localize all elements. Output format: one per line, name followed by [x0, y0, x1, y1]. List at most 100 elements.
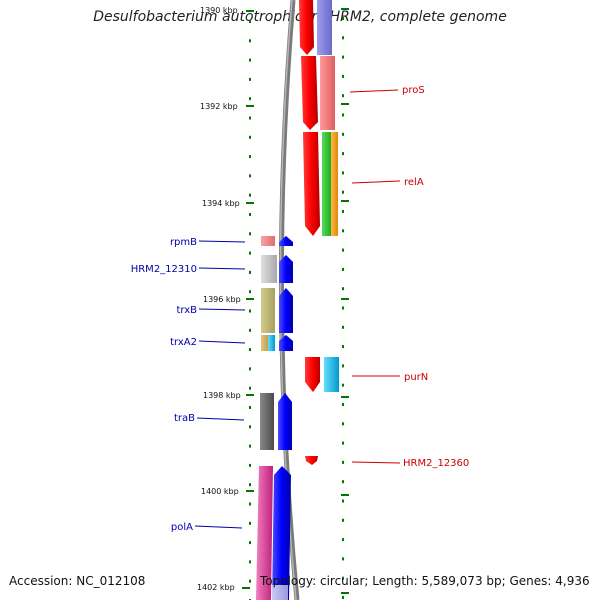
minor-tick [342, 538, 344, 542]
leader-rela [351, 180, 401, 184]
minor-tick [342, 403, 344, 406]
minor-tick [249, 444, 251, 448]
minor-tick [249, 579, 251, 583]
minor-tick [342, 460, 344, 464]
label-pola: polA [171, 522, 193, 533]
minor-tick [342, 364, 344, 368]
gene-blue-hrm2-12310 [279, 255, 293, 283]
leader-hrm2-12310 [198, 267, 246, 270]
label-rpmb: rpmB [170, 237, 197, 248]
gene-orange-rela [331, 132, 338, 236]
major-tick [341, 298, 349, 300]
minor-tick [342, 441, 344, 445]
minor-tick [342, 518, 344, 522]
gene-gray-hrm2-12310 [261, 255, 277, 283]
minor-tick [249, 309, 251, 313]
minor-tick [342, 576, 344, 580]
minor-tick [249, 483, 251, 487]
minor-tick [249, 541, 251, 545]
gene-blue-trxb [279, 288, 293, 333]
minor-tick [342, 248, 344, 252]
accession-text: Accession: NC_012108 [9, 574, 146, 588]
gene-blue-pola [272, 466, 291, 600]
minor-tick [342, 480, 344, 484]
leader-hrm2-12360 [351, 461, 401, 464]
minor-tick [249, 39, 251, 43]
leader-trxa2 [198, 340, 246, 344]
minor-tick [342, 345, 344, 349]
gene-blue-rpmb [279, 236, 293, 246]
leader-rpmb [198, 240, 246, 243]
minor-tick [342, 499, 344, 503]
minor-tick [249, 135, 251, 139]
minor-tick [249, 406, 251, 409]
major-tick [341, 200, 349, 202]
minor-tick [249, 290, 251, 294]
minor-tick [249, 174, 251, 178]
minor-tick [249, 155, 251, 159]
gene-cyan-trxa2 [268, 335, 275, 351]
minor-tick [249, 348, 251, 352]
minor-tick [249, 270, 251, 274]
tick-label-1392: 1392 kbp [200, 102, 238, 111]
minor-tick [342, 55, 344, 59]
minor-tick [249, 502, 251, 506]
minor-tick [249, 213, 251, 216]
minor-tick [342, 267, 344, 271]
gene-green-rela [322, 132, 331, 236]
minor-tick [249, 425, 251, 429]
minor-tick [342, 17, 344, 20]
minor-tick [342, 94, 344, 98]
gene-salmon-pros [320, 56, 335, 130]
gene-red-small [305, 456, 318, 465]
tick-label-1400: 1400 kbp [201, 487, 239, 496]
minor-tick [342, 152, 344, 156]
leader-pros [349, 89, 399, 93]
major-tick [341, 103, 349, 105]
gene-blue-trab [278, 393, 292, 450]
outer-ticks [341, 8, 349, 599]
leader-pola [194, 525, 243, 529]
minor-tick [342, 325, 344, 329]
gene-pink-pola [256, 466, 273, 600]
gene-olive-trxb [261, 288, 275, 333]
gene-red-pros [301, 56, 318, 130]
major-tick [341, 592, 349, 594]
minor-tick [342, 171, 344, 175]
gene-red-purn [305, 357, 320, 392]
minor-tick [249, 20, 251, 23]
gene-purple-top [317, 0, 332, 55]
minor-tick [342, 557, 344, 561]
minor-tick [249, 386, 251, 390]
tick-label-1394: 1394 kbp [202, 199, 240, 208]
major-tick [341, 396, 349, 398]
minor-tick [249, 560, 251, 564]
label-hrm2-12310: HRM2_12310 [131, 264, 197, 275]
minor-tick [342, 210, 344, 213]
leader-trxb [198, 308, 246, 311]
minor-tick [342, 383, 344, 387]
topology-text: Topology: circular; Length: 5,589,073 bp… [260, 574, 590, 588]
gene-salmon-rpmb [261, 236, 275, 246]
gene-lightblue-pola-end [272, 585, 288, 600]
leader-trab [196, 417, 245, 421]
tick-label-1390: 1390 kbp [200, 6, 238, 15]
gene-dark-trab [260, 393, 274, 450]
label-trab: traB [174, 413, 195, 424]
gene-red-rela [303, 132, 320, 236]
minor-tick [342, 422, 344, 426]
minor-tick [342, 113, 344, 117]
tick-label-1398: 1398 kbp [203, 391, 241, 400]
gene-tan-trxa2 [261, 335, 268, 351]
minor-tick [342, 287, 344, 291]
minor-tick [249, 251, 251, 255]
minor-tick [249, 58, 251, 62]
label-rela: relA [404, 177, 424, 188]
label-pros: proS [402, 85, 425, 96]
tick-label-1396: 1396 kbp [203, 295, 241, 304]
minor-tick [342, 132, 344, 136]
minor-tick [249, 193, 251, 197]
major-tick [341, 8, 349, 10]
label-hrm2-12360: HRM2_12360 [403, 458, 469, 469]
